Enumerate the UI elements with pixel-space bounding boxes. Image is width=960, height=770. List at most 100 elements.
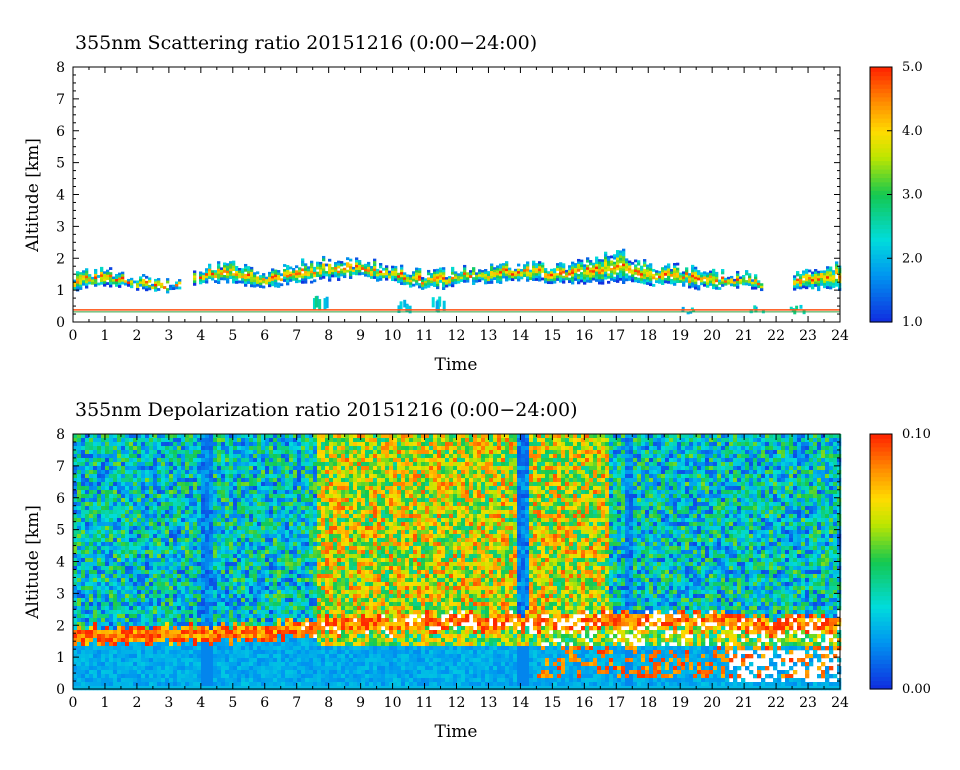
heatmap-cell xyxy=(271,278,275,282)
heatmap-cell xyxy=(73,518,78,523)
heatmap-cell xyxy=(237,562,242,567)
heatmap-cell xyxy=(217,490,222,495)
heatmap-cell xyxy=(175,286,179,290)
heatmap-cell xyxy=(161,630,166,635)
heatmap-cell xyxy=(826,271,830,275)
heatmap-cell xyxy=(316,261,320,265)
heatmap-cell xyxy=(173,558,178,563)
heatmap-cell xyxy=(145,526,150,531)
heatmap-cell xyxy=(185,490,190,495)
heatmap-cell xyxy=(193,614,198,619)
heatmap-cell xyxy=(161,486,166,491)
heatmap-cell xyxy=(221,522,226,527)
heatmap-cell xyxy=(237,514,242,519)
heatmap-cell xyxy=(197,470,202,475)
heatmap-cell xyxy=(257,518,262,523)
heatmap-cell xyxy=(217,462,222,467)
heatmap-cell xyxy=(193,574,198,579)
heatmap-cell xyxy=(79,274,83,278)
heatmap-cell xyxy=(463,277,467,281)
heatmap-cell xyxy=(97,522,102,527)
heatmap-cell xyxy=(145,546,150,551)
heatmap-cell xyxy=(129,478,134,483)
heatmap-cell xyxy=(496,267,500,271)
heatmap-cell xyxy=(269,654,274,659)
heatmap-cell xyxy=(322,263,326,267)
heatmap-cell xyxy=(73,618,78,623)
heatmap-cell xyxy=(173,534,178,539)
heatmap-cell xyxy=(304,268,308,272)
heatmap-cell xyxy=(261,626,266,631)
heatmap-cell xyxy=(85,662,90,667)
heatmap-cell xyxy=(225,634,230,639)
heatmap-cell xyxy=(85,678,90,683)
heatmap-cell xyxy=(241,270,245,274)
heatmap-cell xyxy=(91,279,95,283)
heatmap-cell xyxy=(403,277,407,281)
heatmap-cell xyxy=(245,610,250,615)
heatmap-cell xyxy=(137,662,142,667)
heatmap-cell xyxy=(229,546,234,551)
heatmap-cell xyxy=(129,434,134,439)
heatmap-cell xyxy=(283,271,287,275)
heatmap-cell xyxy=(269,494,274,499)
heatmap-cell xyxy=(161,574,166,579)
heatmap-cell xyxy=(73,526,78,531)
heatmap-cell xyxy=(157,666,162,671)
heatmap-cell xyxy=(472,279,476,283)
heatmap-cell xyxy=(616,275,620,278)
heatmap-cell xyxy=(249,446,254,451)
heatmap-cell xyxy=(241,558,246,563)
heatmap-cell xyxy=(141,642,146,647)
heatmap-cell xyxy=(193,450,198,455)
heatmap-cell xyxy=(253,682,258,687)
heatmap-cell xyxy=(274,272,278,275)
heatmap-cell xyxy=(715,286,719,290)
heatmap-cell xyxy=(81,678,86,683)
heatmap-cell xyxy=(103,271,107,275)
heatmap-cell xyxy=(349,273,353,277)
heatmap-cell xyxy=(631,279,635,283)
heatmap-cell xyxy=(149,530,154,535)
heatmap-cell xyxy=(145,662,150,667)
heatmap-cell xyxy=(241,458,246,463)
heatmap-cell xyxy=(213,534,218,539)
heatmap-cell xyxy=(199,281,203,285)
heatmap-cell xyxy=(273,466,278,471)
heatmap-cell xyxy=(109,638,114,643)
heatmap-cell xyxy=(85,582,90,587)
heatmap-cell xyxy=(165,486,170,491)
heatmap-cell xyxy=(177,458,182,463)
heatmap-cell xyxy=(133,458,138,463)
heatmap-cell xyxy=(225,566,230,571)
heatmap-cell xyxy=(197,506,202,511)
heatmap-cell xyxy=(141,558,146,563)
heatmap-cell xyxy=(433,271,437,275)
heatmap-cell xyxy=(439,275,443,278)
heatmap-cell xyxy=(273,514,278,519)
heatmap-cell xyxy=(544,270,548,274)
heatmap-cell xyxy=(217,674,222,679)
heatmap-cell xyxy=(169,570,174,575)
heatmap-cell xyxy=(580,264,584,268)
heatmap-cell xyxy=(153,474,158,479)
heatmap-cell xyxy=(197,614,202,619)
heatmap-cell xyxy=(211,277,215,281)
heatmap-cell xyxy=(109,678,114,683)
heatmap-cell xyxy=(619,255,623,259)
heatmap-cell xyxy=(442,287,446,290)
heatmap-cell xyxy=(117,558,122,563)
heatmap-cell xyxy=(73,546,78,551)
heatmap-cell xyxy=(673,262,677,266)
heatmap-cell xyxy=(89,666,94,671)
heatmap-cell xyxy=(101,494,106,499)
heatmap-cell xyxy=(97,538,102,543)
heatmap-cell xyxy=(253,490,258,495)
heatmap-cell xyxy=(161,454,166,459)
heatmap-cell xyxy=(185,434,190,439)
heatmap-cell xyxy=(237,598,242,603)
heatmap-cell xyxy=(826,286,830,290)
heatmap-cell xyxy=(113,566,118,571)
heatmap-cell xyxy=(241,554,246,559)
heatmap-cell xyxy=(586,272,590,276)
